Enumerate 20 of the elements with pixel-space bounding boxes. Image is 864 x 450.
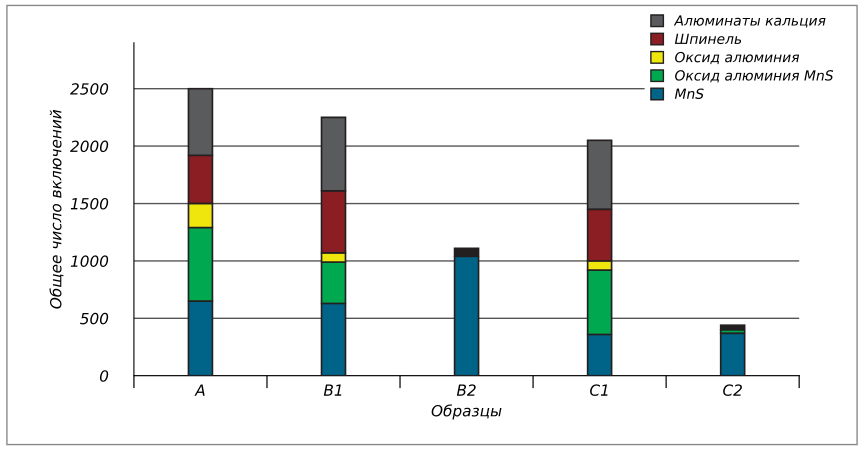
legend-label: Оксид алюминия <box>675 52 800 64</box>
x-tick-label: B1 <box>324 384 342 396</box>
x-tick-label: C1 <box>590 384 608 396</box>
x-axis-title: Образцы <box>432 404 502 420</box>
legend-label: Шпинель <box>674 34 742 44</box>
x-tick-label: B2 <box>456 384 476 396</box>
y-tick-label: 2000 <box>70 140 108 152</box>
bar <box>720 324 746 331</box>
y-tick-label: 1000 <box>70 255 108 267</box>
y-axis-title: Общее число включений <box>49 110 64 309</box>
legend-label: MnS <box>674 88 704 99</box>
y-tick-label: 1500 <box>70 198 108 210</box>
y-tick-label: 500 <box>80 312 108 324</box>
x-tick-label: A <box>194 384 205 396</box>
bar <box>720 332 746 376</box>
y-tick-label: 2500 <box>70 83 108 95</box>
x-tick-label: C2 <box>723 384 742 396</box>
legend-label: Алюминаты кальция <box>674 15 826 28</box>
y-tick-label: 0 <box>100 370 108 382</box>
legend-label: Оксид алюминия MnS <box>675 70 834 82</box>
